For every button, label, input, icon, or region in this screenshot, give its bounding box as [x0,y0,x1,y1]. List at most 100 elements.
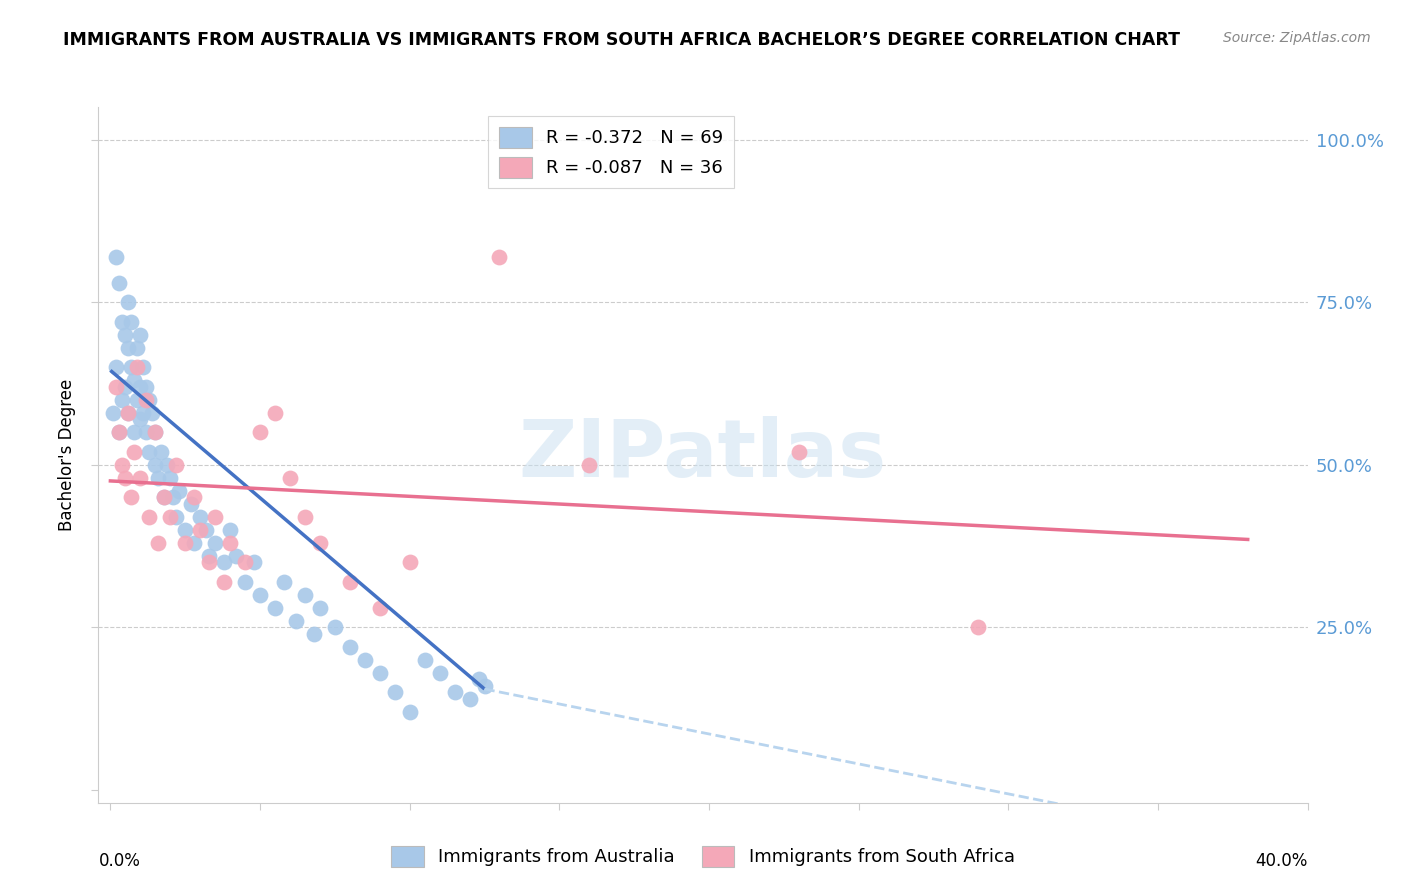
Point [474,679,496,693]
Point [129,379,152,393]
Point [117,406,139,420]
Point [135,379,157,393]
Point [264,406,287,420]
Legend: Immigrants from Australia, Immigrants from South Africa: Immigrants from Australia, Immigrants fr… [384,838,1022,874]
Point [159,471,181,485]
Point [153,490,176,504]
Point [167,483,190,498]
Point [148,535,170,549]
Point [384,685,406,699]
Point [120,315,142,329]
Point [108,425,131,439]
Text: 0.0%: 0.0% [98,852,141,870]
Point [233,555,256,569]
Point [132,360,155,375]
Point [124,425,146,439]
Point [138,444,160,458]
Point [138,392,160,407]
Text: Source: ZipAtlas.com: Source: ZipAtlas.com [1223,31,1371,45]
Point [117,406,139,420]
Point [114,471,136,485]
Point [129,412,152,426]
Point [309,600,332,615]
Point [165,509,187,524]
Point [135,392,157,407]
Point [264,600,287,615]
Point [174,535,197,549]
Point [105,250,128,264]
Point [225,549,247,563]
Point [162,490,184,504]
Point [368,600,391,615]
Point [111,315,134,329]
Point [138,509,160,524]
Point [114,327,136,342]
Point [183,535,205,549]
Point [413,653,436,667]
Point [127,360,149,375]
Point [243,555,266,569]
Point [302,626,325,640]
Point [127,392,149,407]
Point [204,535,226,549]
Point [323,620,346,634]
Point [159,509,181,524]
Y-axis label: Bachelor's Degree: Bachelor's Degree [58,379,76,531]
Point [180,497,202,511]
Point [153,490,176,504]
Point [294,588,316,602]
Point [233,574,256,589]
Point [578,458,600,472]
Point [129,471,152,485]
Point [467,672,489,686]
Point [458,691,481,706]
Point [284,614,307,628]
Point [429,665,451,680]
Point [183,490,205,504]
Point [212,574,235,589]
Text: ZIPatlas: ZIPatlas [519,416,887,494]
Point [198,555,221,569]
Point [117,341,139,355]
Point [398,705,420,719]
Point [188,523,211,537]
Point [188,509,211,524]
Point [141,406,163,420]
Point [143,425,166,439]
Point [174,523,197,537]
Point [105,360,128,375]
Point [249,425,271,439]
Point [105,379,128,393]
Point [294,509,316,524]
Point [132,406,155,420]
Point [117,295,139,310]
Point [124,444,146,458]
Point [111,458,134,472]
Point [219,523,242,537]
Point [143,425,166,439]
Point [204,509,226,524]
Point [273,574,295,589]
Point [368,665,391,680]
Text: 40.0%: 40.0% [1256,852,1308,870]
Point [108,276,131,290]
Point [129,327,152,342]
Point [120,490,142,504]
Text: IMMIGRANTS FROM AUSTRALIA VS IMMIGRANTS FROM SOUTH AFRICA BACHELOR’S DEGREE CORR: IMMIGRANTS FROM AUSTRALIA VS IMMIGRANTS … [63,31,1180,49]
Point [108,425,131,439]
Point [278,471,301,485]
Point [135,425,157,439]
Point [339,574,361,589]
Point [114,379,136,393]
Point [488,250,510,264]
Point [967,620,990,634]
Point [150,444,173,458]
Point [111,392,134,407]
Legend: R = -0.372   N = 69, R = -0.087   N = 36: R = -0.372 N = 69, R = -0.087 N = 36 [488,116,734,188]
Point [219,535,242,549]
Point [249,588,271,602]
Point [165,458,187,472]
Point [353,653,375,667]
Point [195,523,218,537]
Point [120,360,142,375]
